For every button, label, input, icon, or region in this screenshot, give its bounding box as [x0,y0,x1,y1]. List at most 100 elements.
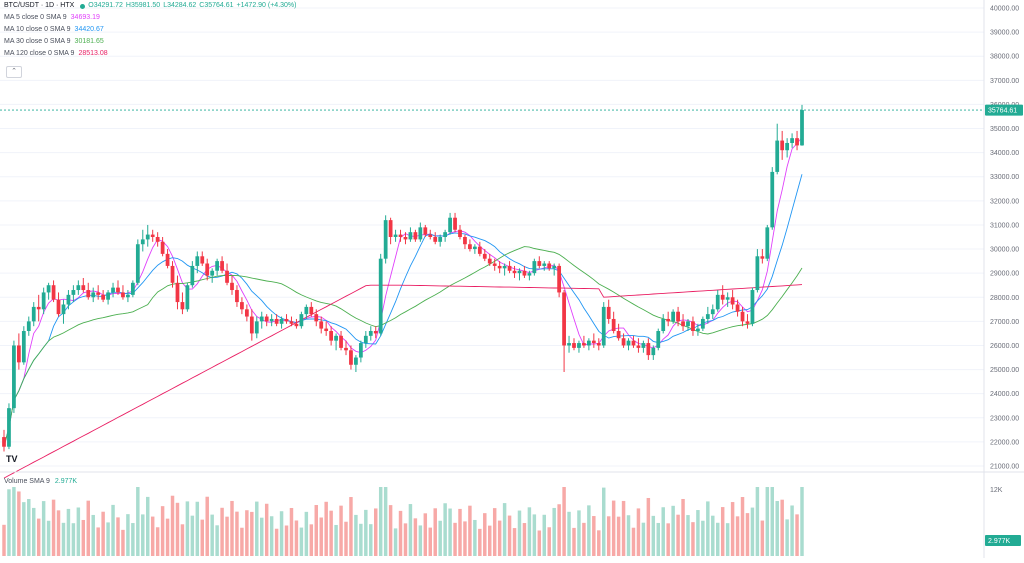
candle-body [691,321,695,332]
candle [646,338,651,360]
candle [26,316,31,336]
candle [195,251,200,274]
candle-body [740,311,745,322]
candle-body [210,270,215,276]
volume-bar [532,514,537,556]
volume-bar [507,515,512,556]
volume-bar [413,518,418,556]
candle-body [532,261,537,274]
candle-body [71,290,76,295]
volume-bar [314,505,318,556]
indicator-ma120[interactable]: MA 120 close 0 SMA 9 28513.08 [4,48,299,60]
candle-body [135,244,140,283]
volume-bar [626,515,631,556]
symbol-title[interactable]: BTC/USDT · 1D · HTX [4,2,75,9]
candle [81,277,86,293]
indicator-label[interactable]: MA 120 close 0 SMA 9 [4,50,75,57]
candle [502,263,507,276]
volume-bar [324,501,328,556]
tradingview-logo[interactable]: TV [6,454,18,464]
candle [691,316,695,336]
candle-body [631,340,636,346]
volume-bar [785,519,789,556]
price-tick-label: 40000.00 [990,6,1019,13]
volume-bar [150,516,155,556]
candlesticks [2,104,804,452]
volume-bar [696,510,700,556]
price-tick-label: 39000.00 [990,30,1019,37]
volume-bar [41,501,46,556]
indicator-ma10[interactable]: MA 10 close 0 SMA 9 34420.67 [4,24,299,36]
volume-bar [547,527,551,556]
indicator-label[interactable]: MA 5 close 0 SMA 9 [4,14,67,21]
candle-body [185,285,190,310]
candle-body [259,316,264,322]
volume-bar [403,523,408,556]
volume-bar [760,520,765,556]
candle [2,429,6,452]
volume-bar [101,511,105,556]
volume-bar [522,523,527,556]
candle [591,333,596,348]
volume-bar [17,491,21,556]
candle [453,212,457,233]
candle [244,304,249,322]
candle-body [577,343,581,348]
candle [780,130,785,160]
candle [666,311,671,327]
candle [185,282,190,312]
volume-last-label: 2.977K [988,538,1011,545]
volume-bar [126,514,130,556]
candle [542,261,547,271]
volume-legend[interactable]: Volume SMA 9 2.977K [4,478,77,485]
candle [631,335,636,348]
candle [428,229,433,240]
candle [636,338,641,353]
candle-body [443,232,448,237]
candle [140,229,145,252]
candle [274,314,279,327]
candle-body [373,331,378,334]
candle-body [314,314,319,322]
volume-legend-label[interactable]: Volume SMA 9 [4,478,50,485]
volume-bar [299,527,304,556]
candle [626,338,631,351]
candle-body [354,357,358,365]
volume-bar [264,503,269,556]
ohlc-close: C35764.61 [199,2,234,9]
candle [418,222,423,242]
candle [249,309,254,341]
indicator-ma5[interactable]: MA 5 close 0 SMA 9 34693.19 [4,12,299,24]
chart-legend: BTC/USDT · 1D · HTX O34291.72 H35981.50 … [4,0,299,60]
indicator-ma30[interactable]: MA 30 close 0 SMA 9 30181.65 [4,36,299,48]
candle-body [254,321,259,334]
volume-bar [210,514,214,556]
volume-bar [676,514,680,556]
candle-body [676,311,680,322]
price-axis[interactable]: 40000.0039000.0038000.0037000.0036000.00… [990,6,1019,471]
ohlc-low: L34284.62 [163,2,197,9]
candle [487,253,492,266]
candle-body [591,340,596,344]
volume-bar [378,487,383,556]
candle-body [240,302,244,310]
candle [686,318,690,332]
chevron-up-icon[interactable]: ⌃ [6,66,22,78]
candle-body [636,345,641,348]
indicator-label[interactable]: MA 30 close 0 SMA 9 [4,38,71,45]
candle [463,234,467,250]
candle-body [453,217,457,230]
candle [155,232,160,247]
symbol-legend[interactable]: BTC/USDT · 1D · HTX O34291.72 H35981.50 … [4,0,299,12]
candle-body [160,241,165,254]
indicator-label[interactable]: MA 10 close 0 SMA 9 [4,26,71,33]
candle-body [423,227,428,235]
candle [651,345,656,360]
candle [596,338,601,351]
volume-bar [220,507,224,556]
candle-body [482,253,487,259]
candle [621,333,626,348]
candle [205,258,210,281]
